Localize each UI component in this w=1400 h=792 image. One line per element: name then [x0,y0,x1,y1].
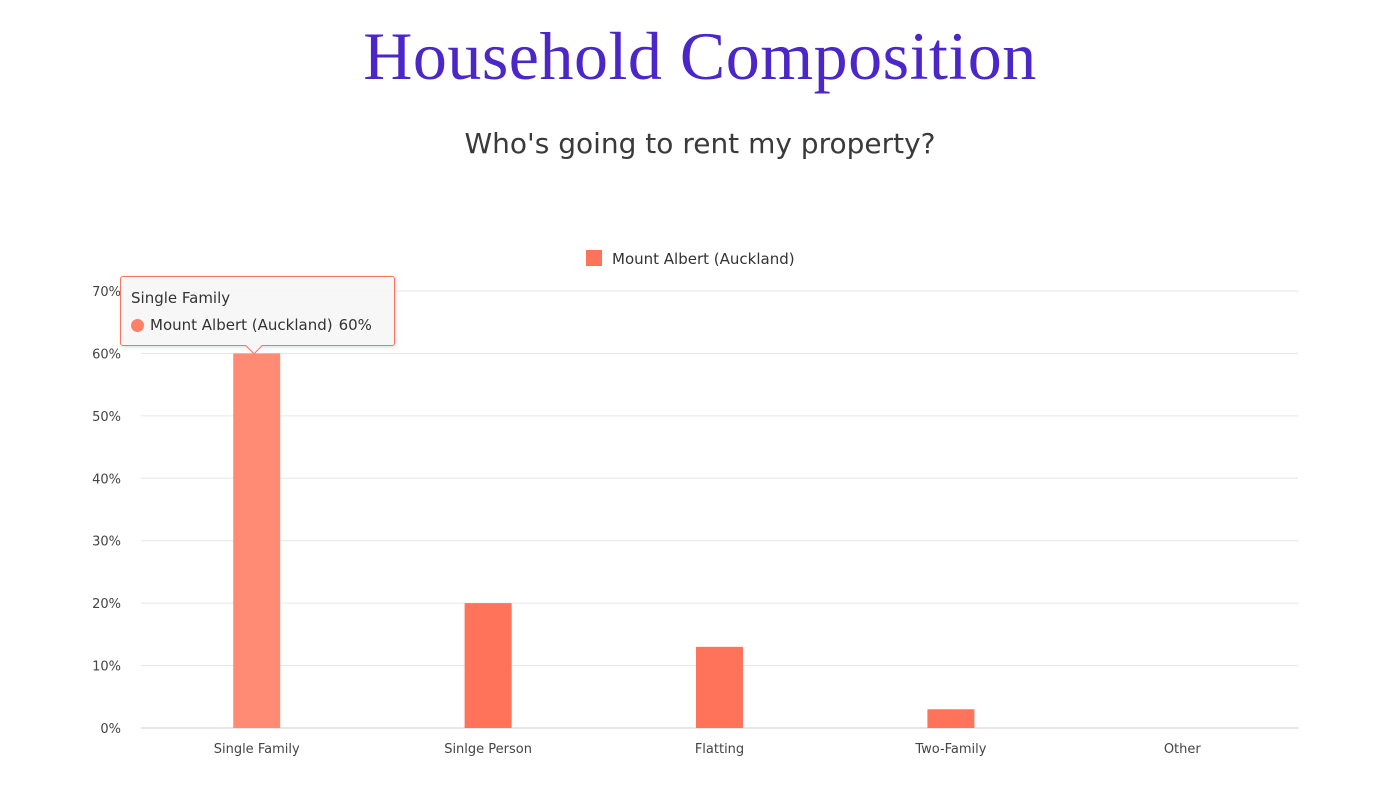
series-dot-icon [131,318,144,332]
y-tick-label: 60% [92,347,121,362]
bar[interactable] [927,709,975,728]
tooltip-value: 60% [338,316,372,334]
x-tick-label: Other [1164,742,1202,757]
x-tick-label: Single Family [214,742,300,757]
x-tick-label: Two-Family [914,742,986,757]
axis-layer: 0% 10% 20% 30% 40% 50% 60% 70% Single Family Sinl… [92,285,1201,757]
page-title: Household Composition [363,18,1037,94]
tooltip-series-label: Mount Albert (Auckland) [150,316,333,334]
x-tick-label: Sinlge Person [444,742,532,757]
y-tick-label: 70% [92,285,121,300]
tooltip-title: Single Family [131,289,231,307]
page-subtitle: Who's going to rent my property? [464,127,936,160]
x-tick-label: Flatting [695,742,744,757]
y-tick-label: 30% [92,535,121,550]
y-tick-label: 0% [100,722,121,737]
y-tick-label: 50% [92,410,121,425]
bar[interactable] [233,353,281,728]
tooltip: Single Family Mount Albert (Auckland) 60… [120,276,395,355]
tooltip-value-line: Mount Albert (Auckland) 60% [131,316,372,334]
y-tick-label: 40% [92,472,121,487]
y-tick-label: 20% [92,597,121,612]
y-tick-label: 10% [92,660,121,675]
bar[interactable] [464,603,512,728]
legend-label[interactable]: Mount Albert (Auckland) [612,250,795,268]
legend[interactable]: Mount Albert (Auckland) [586,250,795,268]
bars-layer [233,353,975,728]
bar[interactable] [696,646,743,728]
legend-swatch[interactable] [586,250,602,266]
